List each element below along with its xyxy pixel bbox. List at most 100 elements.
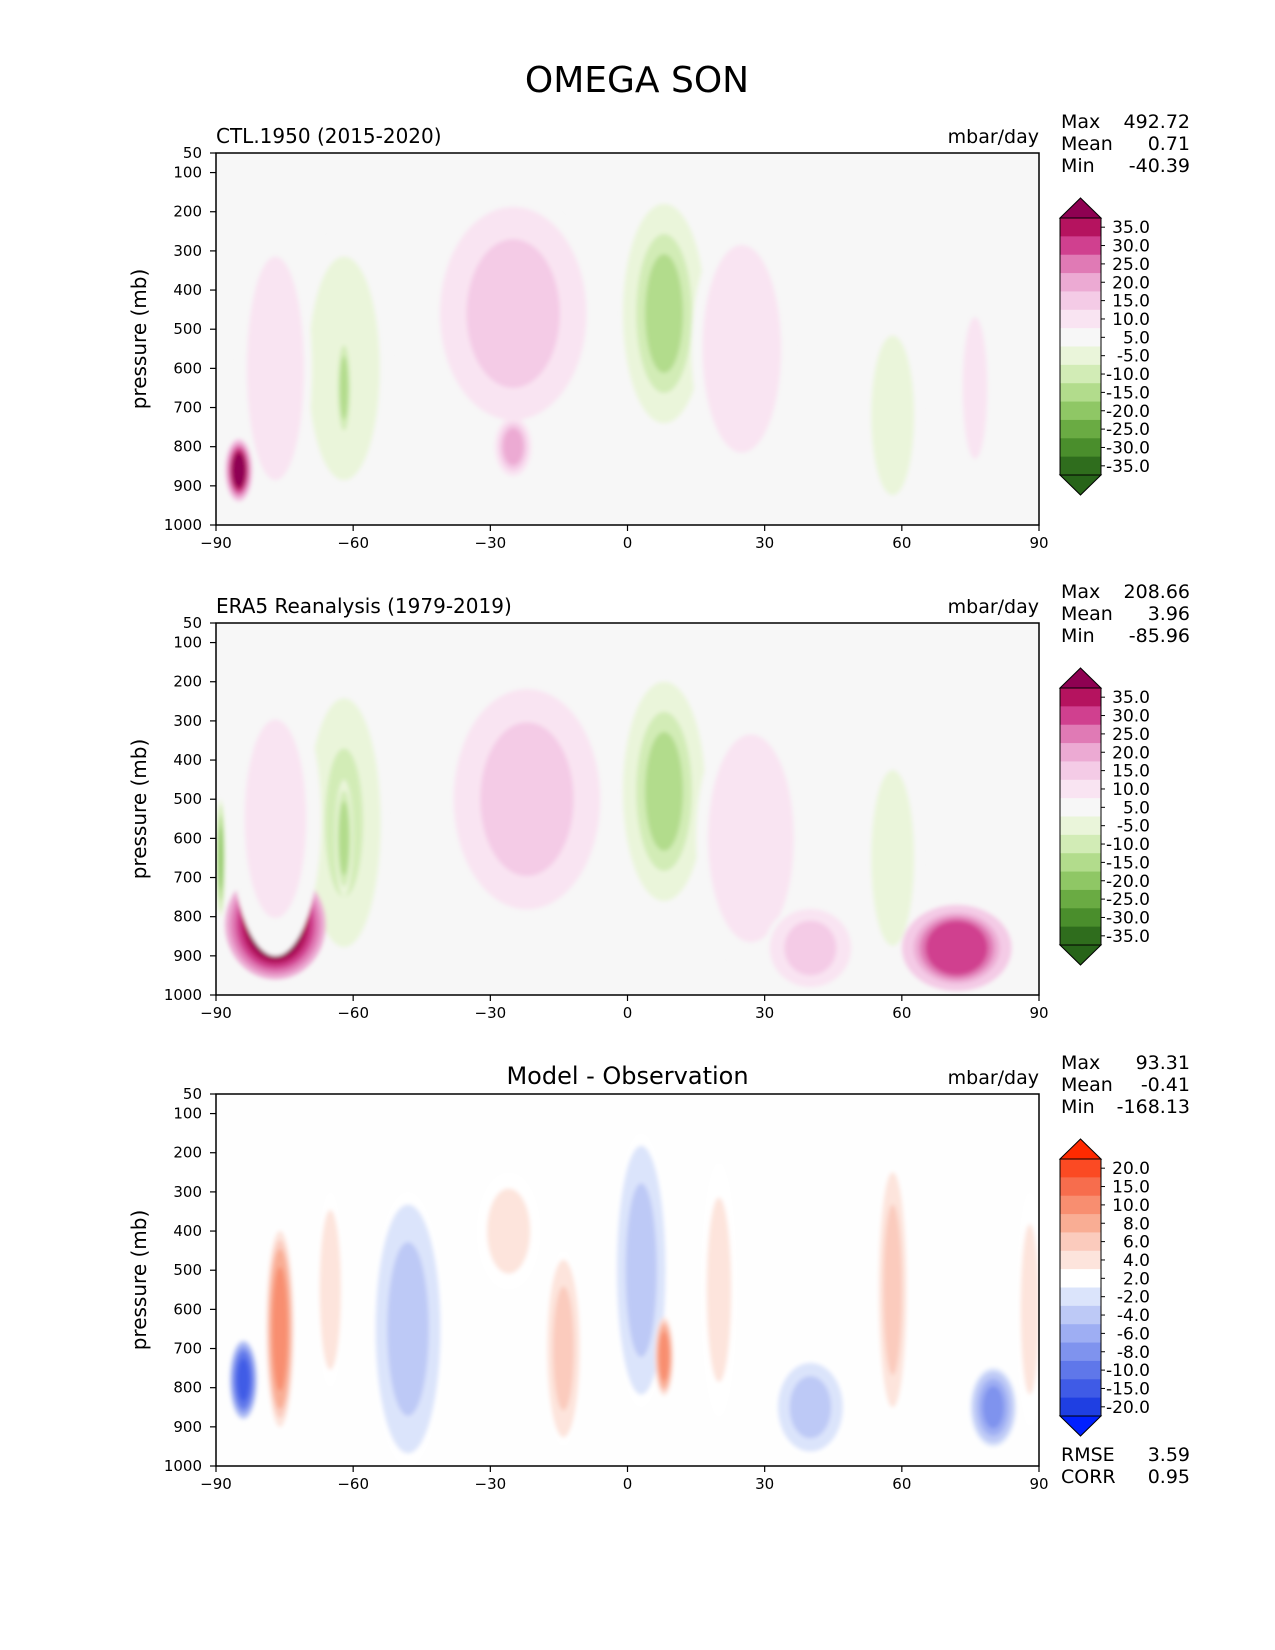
colorbar-tick-label: -8.0 (1117, 1343, 1150, 1363)
y-tick-label: 50 (183, 1085, 202, 1103)
y-tick-label: 1000 (164, 1457, 202, 1475)
colorbar-tick-label: 20.0 (1112, 273, 1150, 293)
y-tick-label: 800 (173, 438, 202, 456)
y-tick-label: 600 (173, 1300, 202, 1318)
colorbar-tick-label: -35.0 (1106, 927, 1150, 947)
colorbar-tick-label: 25.0 (1112, 725, 1150, 745)
x-tick-label: 90 (1029, 1475, 1048, 1493)
y-tick-label: 800 (173, 908, 202, 926)
x-tick-label: 0 (623, 1004, 633, 1022)
contour-feature-8-level-5 (254, 744, 297, 894)
colorbar-swatch (1060, 218, 1101, 237)
colorbar-tick-label: 5.0 (1123, 798, 1150, 818)
colorbar-extend-max (1058, 1138, 1103, 1160)
colorbar-swatch (1060, 254, 1101, 274)
colorbar-swatch (1060, 688, 1101, 707)
y-tick-label: 800 (173, 1379, 202, 1397)
stat-label-min: Min (1061, 1096, 1095, 1118)
colorbar-tick-label: 15.0 (1112, 292, 1150, 312)
contour-feature-10-level-5 (793, 1380, 828, 1434)
colorbar-swatch (1060, 1177, 1101, 1197)
units-label: mbar/day (948, 1067, 1039, 1089)
y-tick-label: 1000 (164, 516, 202, 534)
colorbar-extend-min (1058, 944, 1103, 966)
colorbar-swatch (1060, 743, 1101, 762)
stat-label-max: Max (1061, 581, 1100, 603)
colorbar-tick-label: -25.0 (1106, 420, 1150, 440)
x-tick-label: −30 (475, 534, 507, 552)
colorbar-tick-label: -20.0 (1106, 872, 1150, 892)
y-tick-label: 900 (173, 1418, 202, 1436)
colorbar-tick-label: 20.0 (1112, 1159, 1150, 1179)
x-tick-label: 60 (892, 1004, 911, 1022)
colorbar-tick-label: -5.0 (1117, 347, 1150, 367)
colorbar-swatch (1060, 908, 1101, 928)
colorbar-swatch (1060, 236, 1101, 256)
figure-title: OMEGA SON (525, 60, 749, 101)
colorbar-tick-label: 25.0 (1112, 255, 1150, 275)
colorbar-swatch (1060, 456, 1101, 476)
colorbar-tick-label: -20.0 (1106, 402, 1150, 422)
y-tick-label: 1000 (164, 986, 202, 1004)
contour-feature-4-level-5 (273, 1275, 287, 1382)
colorbar-frame (1059, 1158, 1102, 1417)
colorbar-tick-label: 5.0 (1123, 328, 1150, 348)
colorbar-tick-label: -6.0 (1117, 1324, 1150, 1344)
colorbar-swatch (1060, 779, 1101, 799)
x-tick-label: 60 (892, 1475, 911, 1493)
stat-value-max: 208.66 (1124, 581, 1190, 603)
colorbar-extend-max (1058, 667, 1103, 689)
contour-feature-4-level-5 (718, 279, 765, 418)
x-tick-label: 90 (1029, 1004, 1048, 1022)
stat-value-max: 492.72 (1124, 111, 1190, 133)
y-tick-label: 700 (173, 1340, 202, 1358)
colorbar-swatch (1060, 706, 1101, 726)
colorbar-swatch (1060, 438, 1101, 458)
colorbar-swatch (1060, 401, 1101, 421)
y-tick-label: 50 (183, 144, 202, 162)
x-tick-label: −90 (200, 1004, 232, 1022)
colorbar-swatch (1060, 346, 1101, 366)
y-axis-label: pressure (mb) (127, 739, 151, 880)
y-tick-label: 100 (173, 634, 202, 652)
x-tick-label: 60 (892, 534, 911, 552)
colorbar-tick-label: -20.0 (1106, 1398, 1150, 1418)
x-tick-label: 30 (755, 1475, 774, 1493)
y-tick-label: 900 (173, 947, 202, 965)
stat-value-mean: 0.71 (1148, 133, 1190, 155)
colorbar-tick-label: 35.0 (1112, 688, 1150, 708)
contour-feature-3-level-5 (391, 1254, 425, 1404)
colorbar-swatch (1060, 724, 1101, 744)
stat-value-min: -85.96 (1129, 625, 1190, 647)
colorbar-tick-label: 15.0 (1112, 762, 1150, 782)
x-tick-label: −60 (337, 534, 369, 552)
stat-label-mean: Mean (1061, 133, 1113, 155)
panel-title: ERA5 Reanalysis (1979-2019) (216, 594, 512, 618)
units-label: mbar/day (948, 596, 1039, 618)
colorbar-swatch (1060, 889, 1101, 909)
colorbar-tick-label: 10.0 (1112, 780, 1150, 800)
colorbar-tick-label: 30.0 (1112, 707, 1150, 727)
colorbar-swatch (1060, 871, 1101, 891)
colorbar-swatch (1060, 383, 1101, 403)
contour-feature-13-level-5 (1023, 1245, 1037, 1373)
colorbar-tick-label: 10.0 (1112, 1196, 1150, 1216)
stat-value-min: -168.13 (1117, 1096, 1190, 1118)
contour-feature-1-level-5 (645, 731, 683, 851)
colorbar-tick-label: -30.0 (1106, 438, 1150, 458)
x-tick-label: −60 (337, 1004, 369, 1022)
units-label: mbar/day (948, 126, 1039, 148)
colorbar-swatch (1060, 853, 1101, 873)
colorbar-tick-label: -10.0 (1106, 1361, 1150, 1381)
y-tick-label: 400 (173, 281, 202, 299)
colorbar-tick-label: -25.0 (1106, 890, 1150, 910)
colorbar: 35.030.025.020.015.010.05.0-5.0-10.0-15.… (1058, 667, 1150, 966)
colorbar-frame (1059, 217, 1102, 476)
x-tick-label: 30 (755, 534, 774, 552)
colorbar-tick-label: -5.0 (1117, 817, 1150, 837)
stat-label-max: Max (1061, 111, 1100, 133)
colorbar-swatch (1060, 761, 1101, 781)
y-tick-label: 100 (173, 164, 202, 182)
colorbar-swatch (1060, 1342, 1101, 1362)
